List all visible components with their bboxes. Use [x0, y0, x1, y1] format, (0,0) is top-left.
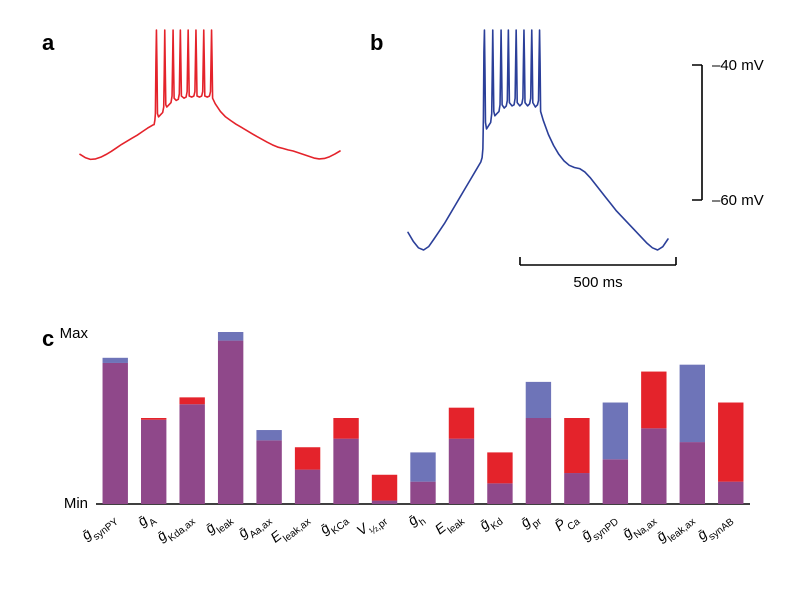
- bar-overlap: [295, 470, 320, 504]
- chart-xtick: P̄Ca: [551, 507, 582, 538]
- bar-red-top: [372, 475, 397, 501]
- bar-overlap: [141, 420, 166, 504]
- chart-xtick: ḡleak: [202, 507, 237, 541]
- bar-overlap: [603, 459, 628, 504]
- bar-red-top: [333, 418, 358, 439]
- chart-xtick: ḡleak,ax: [653, 508, 697, 549]
- chart-xtick: ḡsynPD: [578, 508, 621, 548]
- chart-xtick: ḡsynAB: [694, 508, 736, 548]
- bar-red-top: [141, 418, 166, 420]
- bar-overlap: [449, 439, 474, 504]
- chart-xtick: ḡAa,ax: [235, 508, 275, 545]
- svg-text:ḡsynAB: ḡsynAB: [694, 508, 736, 548]
- svg-text:ḡleak,ax: ḡleak,ax: [653, 508, 697, 549]
- chart-xtick: ḡKCa: [317, 507, 352, 541]
- trace-blue: [408, 30, 668, 250]
- bar-overlap: [372, 501, 397, 504]
- trace-red: [80, 30, 340, 159]
- bar-overlap: [333, 439, 358, 504]
- chart-xtick: ḡh: [404, 508, 428, 533]
- svg-text:ḡpr: ḡpr: [517, 507, 544, 535]
- chart-xtick: V½,pr: [353, 507, 390, 542]
- svg-text:Eleak,ax: Eleak,ax: [267, 508, 313, 550]
- bar-blue-top: [526, 382, 551, 418]
- bar-red-top: [449, 408, 474, 439]
- bar-blue-top: [603, 403, 628, 460]
- chart-xtick: ḡpr: [517, 507, 544, 535]
- bar-red-top: [487, 452, 512, 483]
- bar-blue-top: [218, 332, 243, 341]
- svg-text:ḡKCa: ḡKCa: [317, 507, 352, 541]
- time-scalebar: [520, 257, 676, 265]
- svg-text:ḡsynPY: ḡsynPY: [78, 508, 120, 548]
- bar-overlap: [564, 473, 589, 504]
- bar-red-top: [295, 447, 320, 469]
- svg-text:ḡleak: ḡleak: [202, 507, 237, 541]
- bar-red-top: [718, 403, 743, 482]
- svg-text:V½,pr: V½,pr: [353, 507, 390, 542]
- bar-blue-top: [103, 358, 128, 363]
- bar-overlap: [718, 482, 743, 504]
- svg-text:ḡKda,ax: ḡKda,ax: [153, 508, 197, 549]
- svg-text:ḡAa,ax: ḡAa,ax: [235, 508, 275, 545]
- bar-red-top: [641, 372, 666, 429]
- bar-overlap: [256, 440, 281, 504]
- voltage-scale-bottom-label: –60 mV: [712, 192, 764, 209]
- bar-red-top: [179, 397, 204, 404]
- time-scale-label: 500 ms: [573, 274, 622, 291]
- bar-overlap: [526, 418, 551, 504]
- svg-text:P̄Ca: P̄Ca: [551, 507, 582, 538]
- bar-overlap: [179, 404, 204, 504]
- chart-xtick: Eleak: [432, 507, 468, 542]
- chart-xtick: ḡKda,ax: [153, 508, 197, 549]
- chart-xtick: Eleak,ax: [267, 508, 313, 550]
- bar-blue-top: [256, 430, 281, 440]
- bar-overlap: [641, 428, 666, 504]
- bar-blue-top: [680, 365, 705, 442]
- voltage-scalebar: [692, 65, 702, 200]
- chart-xtick: ḡKd: [476, 508, 505, 537]
- svg-text:ḡh: ḡh: [404, 508, 428, 533]
- panel-c-label: c: [42, 326, 54, 351]
- svg-text:Eleak: Eleak: [432, 507, 468, 542]
- chart-ylabel-min: Min: [64, 495, 88, 512]
- chart-xtick: ḡsynPY: [78, 508, 120, 548]
- bar-red-top: [564, 418, 589, 473]
- bar-blue-top: [410, 452, 435, 481]
- panel-a-label: a: [42, 30, 55, 55]
- bar-overlap: [218, 341, 243, 504]
- svg-text:ḡKd: ḡKd: [476, 508, 505, 537]
- bar-overlap: [487, 483, 512, 504]
- bar-overlap: [680, 442, 705, 504]
- panel-b-label: b: [370, 30, 383, 55]
- voltage-scale-top-label: –40 mV: [712, 57, 764, 74]
- chart-ylabel-max: Max: [60, 325, 89, 342]
- svg-text:ḡNa,ax: ḡNa,ax: [619, 508, 659, 546]
- bar-overlap: [103, 363, 128, 504]
- svg-text:ḡsynPD: ḡsynPD: [578, 508, 621, 548]
- bar-overlap: [410, 482, 435, 504]
- chart-xtick: ḡNa,ax: [619, 508, 659, 546]
